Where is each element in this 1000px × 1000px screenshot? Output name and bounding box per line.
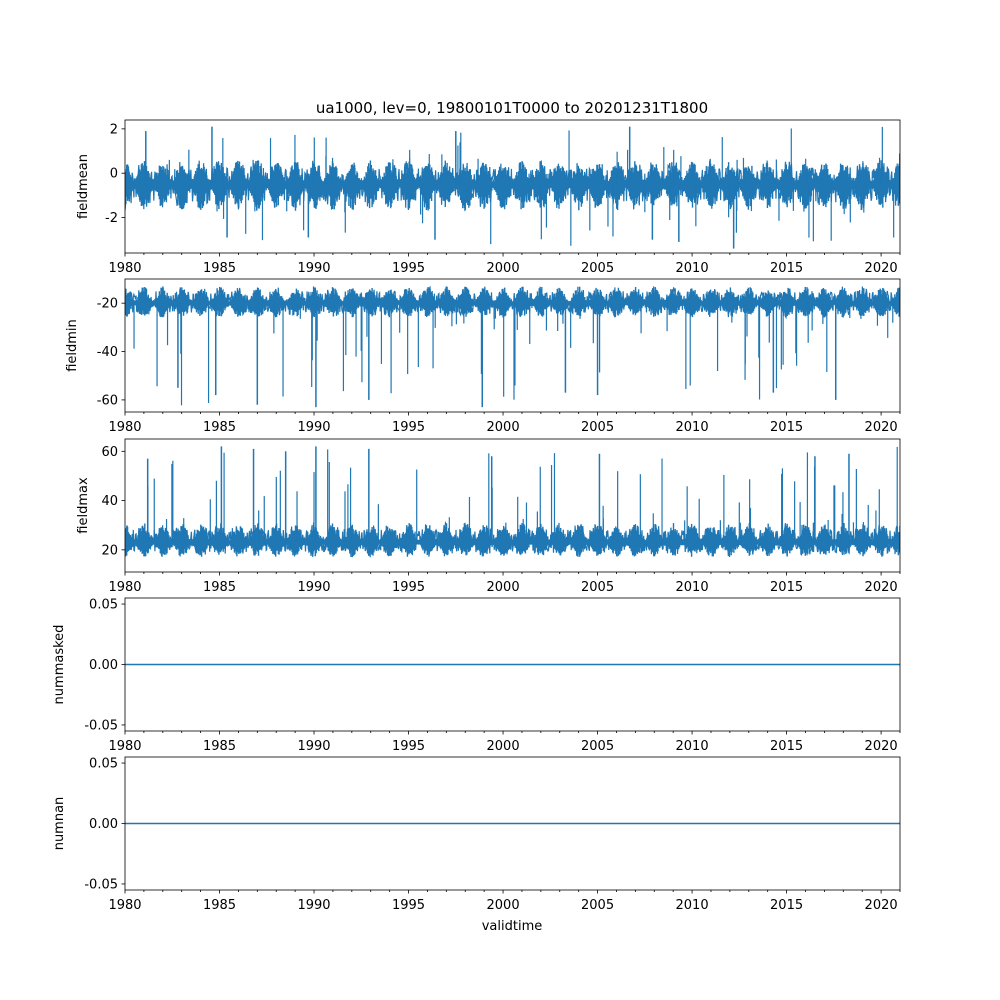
x-tick-label: 1985 — [203, 580, 236, 595]
y-tick-label: 0.05 — [89, 598, 118, 613]
y-tick-label: 60 — [101, 445, 118, 460]
x-tick-label: 1980 — [108, 420, 141, 435]
x-tick-label: 2010 — [676, 420, 709, 435]
subplot-panels: 1980 1985 1990 1995 2000 2005 2010 2015 2020-202… — [52, 119, 901, 913]
x-tick-label: 2015 — [770, 580, 803, 595]
y-tick-label: 40 — [101, 494, 118, 509]
x-tick-label: 2015 — [770, 420, 803, 435]
y-tick-label: -0.05 — [84, 718, 118, 733]
axes-frame-fieldmean — [124, 119, 901, 254]
plot-area-fieldmean — [125, 126, 900, 249]
x-tick-label: 1995 — [392, 261, 425, 276]
x-tick-label: 2005 — [581, 580, 614, 595]
y-tick-label: 2 — [110, 122, 118, 137]
y-axis-label-numnan: numnan — [52, 797, 67, 851]
x-tick-label: 2010 — [676, 580, 709, 595]
y-axis-label-nummasked: nummasked — [52, 625, 67, 705]
x-tick-label: 2005 — [581, 739, 614, 754]
y-tick-label: 0.05 — [89, 757, 118, 772]
x-tick-label: 2020 — [865, 739, 898, 754]
x-tick-label: 2015 — [770, 898, 803, 913]
x-tick-label: 1990 — [297, 261, 330, 276]
x-tick-label: 1985 — [203, 420, 236, 435]
y-axis-label-fieldmin: fieldmin — [65, 319, 80, 372]
x-tick-label: 1980 — [108, 898, 141, 913]
x-tick-label: 2000 — [487, 261, 520, 276]
x-tick-label: 1990 — [297, 420, 330, 435]
subplot-fieldmin: 1980 1985 1990 1995 2000 2005 2010 2015 2020 -60 -… — [65, 278, 901, 435]
figure-title: ua1000, lev=0, 19800101T0000 to 20201231… — [316, 99, 708, 117]
x-tick-label: 2005 — [581, 420, 614, 435]
y-tick-label: 0.00 — [89, 817, 118, 832]
x-tick-label: 1990 — [297, 898, 330, 913]
y-tick-label: -40 — [97, 345, 118, 360]
y-axis-label-fieldmean: fieldmean — [76, 154, 91, 219]
x-tick-label: 1995 — [392, 898, 425, 913]
x-tick-label: 1985 — [203, 261, 236, 276]
x-tick-label: 1995 — [392, 580, 425, 595]
x-tick-label: 2005 — [581, 261, 614, 276]
x-tick-label: 2000 — [487, 898, 520, 913]
x-tick-label: 2020 — [865, 261, 898, 276]
x-tick-label: 2000 — [487, 739, 520, 754]
x-tick-label: 1990 — [297, 580, 330, 595]
axes-frame-fieldmin — [124, 278, 901, 413]
x-tick-label: 2000 — [487, 580, 520, 595]
x-axis-label: validtime — [482, 919, 543, 934]
subplot-numnan: 1980 1985 1990 1995 2000 2005 2010 2015 2020 -0.0… — [52, 757, 901, 913]
plot-area-fieldmin — [125, 285, 900, 408]
x-tick-label: 2020 — [865, 898, 898, 913]
y-tick-label: -2 — [105, 211, 118, 226]
plot-area-fieldmax — [125, 446, 900, 558]
x-tick-label: 1980 — [108, 739, 141, 754]
x-tick-label: 2015 — [770, 261, 803, 276]
x-tick-label: 1995 — [392, 420, 425, 435]
y-tick-label: -20 — [97, 297, 118, 312]
series-band-fieldmin — [125, 286, 900, 318]
x-tick-label: 1990 — [297, 739, 330, 754]
x-tick-label: 1980 — [108, 580, 141, 595]
x-tick-label: 2010 — [676, 898, 709, 913]
x-tick-label: 2015 — [770, 739, 803, 754]
x-tick-label: 1985 — [203, 898, 236, 913]
x-tick-label: 1985 — [203, 739, 236, 754]
subplot-fieldmean: 1980 1985 1990 1995 2000 2005 2010 2015 2020 -2 0 2… — [76, 119, 901, 276]
subplot-fieldmax: 1980 1985 1990 1995 2000 2005 2010 2015 20202040… — [76, 438, 901, 595]
y-tick-label: -60 — [97, 393, 118, 408]
y-tick-label: -0.05 — [84, 877, 118, 892]
x-tick-label: 1995 — [392, 739, 425, 754]
x-tick-label: 2020 — [865, 580, 898, 595]
y-tick-label: 0 — [110, 167, 118, 182]
axes-frame-fieldmax — [124, 438, 901, 573]
x-tick-label: 2020 — [865, 420, 898, 435]
subplot-nummasked: 1980 1985 1990 1995 2000 2005 2010 2015 2020 -0.0… — [52, 598, 901, 754]
y-tick-label: 0.00 — [89, 658, 118, 673]
x-tick-label: 2000 — [487, 420, 520, 435]
x-tick-label: 2010 — [676, 261, 709, 276]
x-tick-label: 2010 — [676, 739, 709, 754]
y-axis-label-fieldmax: fieldmax — [76, 477, 91, 534]
x-tick-label: 2005 — [581, 898, 614, 913]
x-tick-label: 1980 — [108, 261, 141, 276]
y-tick-label: 20 — [101, 543, 118, 558]
